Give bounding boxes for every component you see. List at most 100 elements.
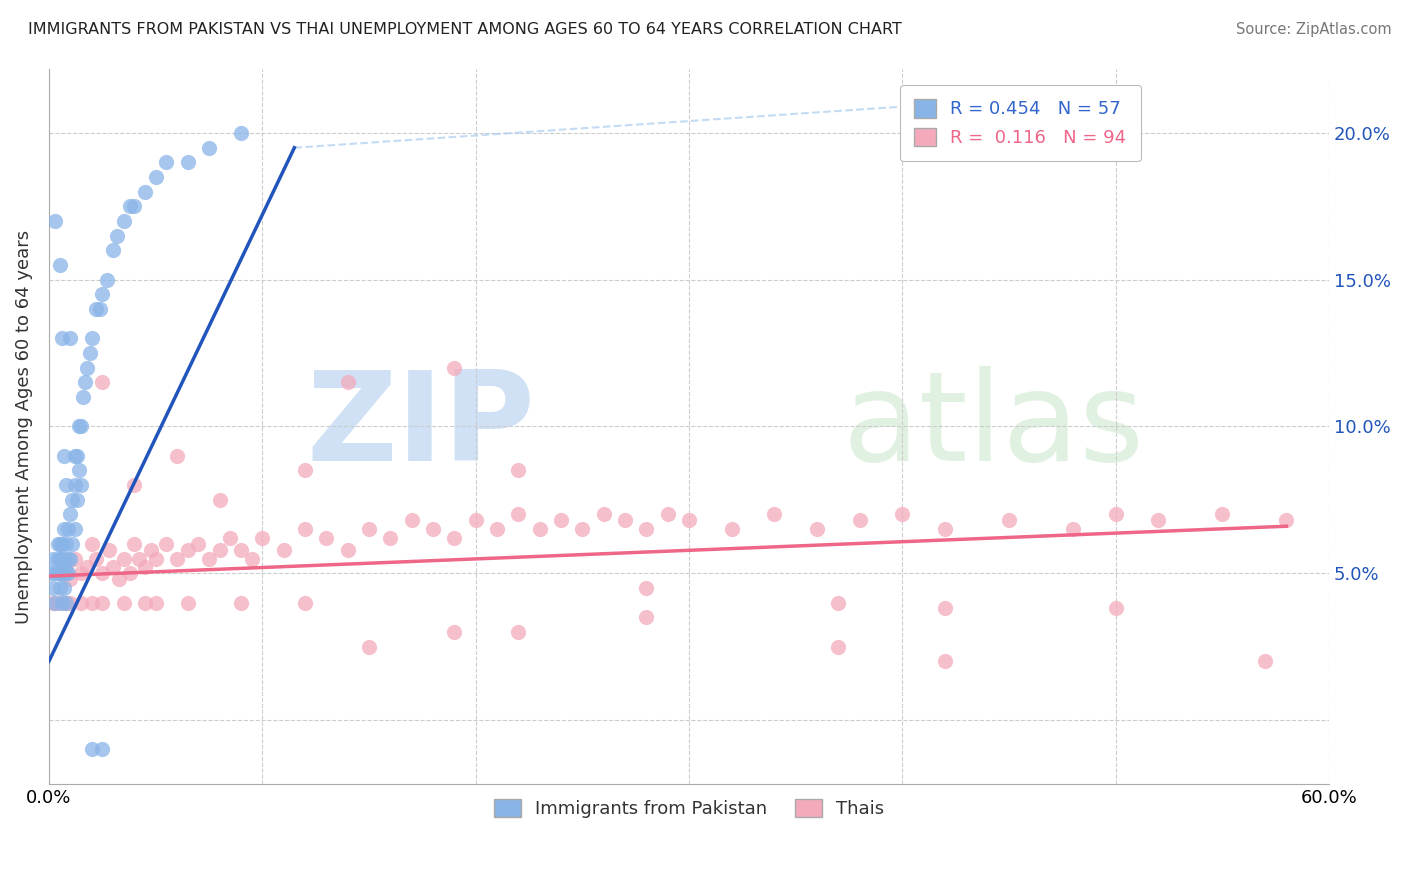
Point	[229, 595, 252, 609]
Point	[42, 581, 65, 595]
Point	[67, 419, 90, 434]
Point	[252, 531, 274, 545]
Point	[55, 595, 77, 609]
Point	[70, 566, 93, 581]
Point	[128, 551, 150, 566]
Point	[636, 581, 658, 595]
Point	[124, 478, 146, 492]
Point	[62, 537, 84, 551]
Point	[48, 551, 70, 566]
Point	[70, 595, 93, 609]
Point	[51, 331, 73, 345]
Point	[70, 419, 93, 434]
Point	[118, 199, 141, 213]
Point	[48, 595, 70, 609]
Point	[401, 513, 423, 527]
Point	[486, 522, 509, 536]
Legend: Immigrants from Pakistan, Thais: Immigrants from Pakistan, Thais	[486, 792, 891, 825]
Point	[229, 542, 252, 557]
Point	[55, 560, 77, 574]
Point	[508, 463, 530, 477]
Point	[934, 522, 956, 536]
Point	[357, 640, 380, 654]
Point	[357, 522, 380, 536]
Point	[187, 537, 209, 551]
Point	[176, 595, 198, 609]
Point	[91, 376, 114, 390]
Point	[59, 331, 82, 345]
Point	[91, 566, 114, 581]
Point	[592, 508, 614, 522]
Point	[1062, 522, 1084, 536]
Point	[657, 508, 679, 522]
Point	[67, 463, 90, 477]
Point	[294, 595, 316, 609]
Point	[48, 566, 70, 581]
Point	[508, 624, 530, 639]
Point	[91, 742, 114, 756]
Point	[52, 581, 75, 595]
Point	[44, 566, 66, 581]
Y-axis label: Unemployment Among Ages 60 to 64 years: Unemployment Among Ages 60 to 64 years	[15, 229, 32, 624]
Point	[1275, 513, 1298, 527]
Point	[124, 537, 146, 551]
Point	[112, 595, 135, 609]
Point	[443, 360, 465, 375]
Point	[827, 640, 849, 654]
Point	[79, 346, 101, 360]
Point	[70, 478, 93, 492]
Point	[934, 654, 956, 668]
Point	[1254, 654, 1277, 668]
Point	[46, 537, 69, 551]
Point	[63, 551, 86, 566]
Point	[56, 522, 79, 536]
Point	[208, 492, 231, 507]
Point	[105, 228, 128, 243]
Point	[44, 214, 66, 228]
Point	[614, 513, 637, 527]
Point	[66, 492, 89, 507]
Point	[52, 449, 75, 463]
Point	[52, 551, 75, 566]
Point	[198, 551, 221, 566]
Point	[63, 522, 86, 536]
Point	[219, 531, 242, 545]
Point	[571, 522, 593, 536]
Point	[46, 551, 69, 566]
Point	[55, 566, 77, 581]
Point	[75, 376, 97, 390]
Point	[464, 513, 486, 527]
Point	[91, 287, 114, 301]
Point	[56, 551, 79, 566]
Point	[124, 199, 146, 213]
Point	[229, 126, 252, 140]
Point	[827, 595, 849, 609]
Point	[48, 566, 70, 581]
Point	[52, 566, 75, 581]
Point	[273, 542, 295, 557]
Point	[166, 551, 188, 566]
Text: ZIP: ZIP	[307, 366, 536, 487]
Point	[1211, 508, 1233, 522]
Point	[101, 560, 124, 574]
Point	[48, 258, 70, 272]
Point	[1147, 513, 1170, 527]
Point	[89, 302, 111, 317]
Point	[42, 551, 65, 566]
Point	[80, 595, 103, 609]
Point	[84, 551, 107, 566]
Point	[294, 463, 316, 477]
Point	[208, 542, 231, 557]
Point	[112, 214, 135, 228]
Point	[63, 478, 86, 492]
Point	[84, 302, 107, 317]
Point	[550, 513, 572, 527]
Point	[508, 508, 530, 522]
Point	[240, 551, 263, 566]
Point	[39, 566, 62, 581]
Point	[145, 595, 167, 609]
Point	[55, 537, 77, 551]
Point	[529, 522, 551, 536]
Point	[198, 141, 221, 155]
Point	[155, 155, 177, 169]
